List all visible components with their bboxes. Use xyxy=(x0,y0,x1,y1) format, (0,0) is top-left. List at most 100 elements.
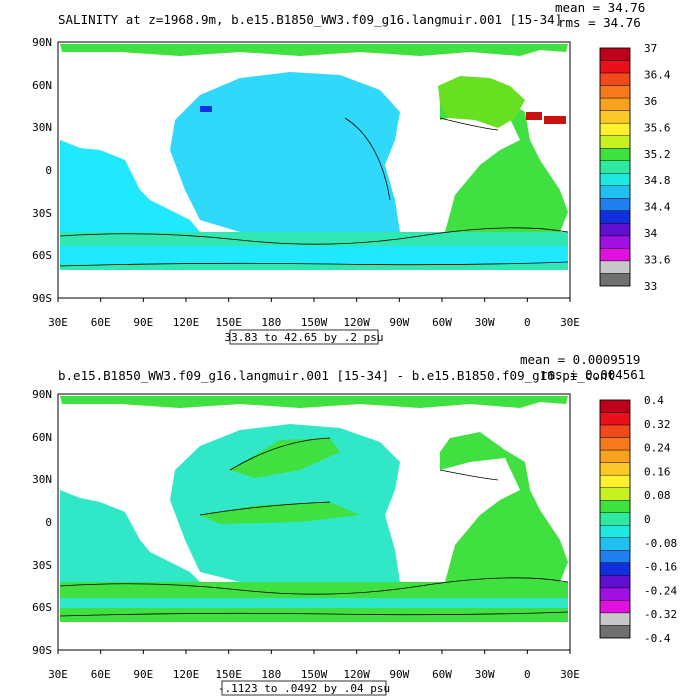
colorbar-swatch xyxy=(599,248,631,262)
marginal-sea-spot xyxy=(200,106,212,112)
range-box: -.1123 to .0492 by .04 psu xyxy=(218,680,390,696)
colorbar-swatch xyxy=(599,110,631,124)
colorbar-swatch xyxy=(599,462,631,476)
colorbar-swatch xyxy=(599,235,631,249)
x-tick-label: 90W xyxy=(389,668,409,681)
atlantic-ocean xyxy=(440,432,568,582)
y-tick-label: 90N xyxy=(32,36,52,49)
colorbar-swatch xyxy=(599,60,631,74)
colorbar-swatch xyxy=(599,437,631,451)
contour-line xyxy=(59,117,569,267)
colorbar-label: 37 xyxy=(644,42,657,55)
colorbar-swatch xyxy=(599,185,631,199)
colorbar-label: 34 xyxy=(644,227,658,240)
range-box: 33.83 to 42.65 by .2 psu xyxy=(225,329,384,345)
x-tick-label: 30E xyxy=(560,668,580,681)
colorbar-swatch xyxy=(599,550,631,564)
x-tick-label: 180 xyxy=(261,316,281,329)
indian-ocean xyxy=(60,140,200,232)
colorbar-swatch xyxy=(599,160,631,174)
colorbar-swatch xyxy=(599,148,631,161)
map-area xyxy=(57,41,571,299)
colorbar-swatch xyxy=(599,474,631,488)
mediterranean-outflow xyxy=(526,112,542,120)
colorbar-swatch xyxy=(599,562,631,576)
mean-label: mean = 0.0009519 xyxy=(520,352,640,367)
colorbar-swatch xyxy=(599,525,631,538)
colorbar-label: -0.16 xyxy=(644,561,677,574)
x-tick-label: 90E xyxy=(133,316,153,329)
colorbar-label: -0.4 xyxy=(644,632,671,645)
difference-map-panel: b.e15.B1850_WW3.f09_g16.langmuir.001 [15… xyxy=(32,352,677,696)
x-tick-label: 150W xyxy=(301,668,328,681)
colorbar-label: 36.4 xyxy=(644,68,671,81)
x-tick-label: 0 xyxy=(524,668,531,681)
contour-line xyxy=(59,437,569,617)
x-tick-label: 120W xyxy=(343,316,370,329)
colorbar-label: -0.32 xyxy=(644,608,677,621)
colorbar-swatch xyxy=(599,500,631,513)
x-tick-label: 30W xyxy=(475,668,495,681)
colorbar-swatch xyxy=(599,223,631,237)
colorbar-label: 0 xyxy=(644,513,651,526)
map-area xyxy=(57,393,571,651)
southern-ocean-band xyxy=(60,246,568,264)
arctic-ocean xyxy=(60,44,568,56)
colorbar-label: 34.4 xyxy=(644,201,671,214)
y-tick-label: 60S xyxy=(32,601,52,614)
colorbar-label: 0.4 xyxy=(644,394,664,407)
colorbar-label: 35.2 xyxy=(644,148,671,161)
x-tick-label: 120W xyxy=(343,668,370,681)
panel-title: b.e15.B1850_WW3.f09_g16.langmuir.001 [15… xyxy=(58,368,615,383)
colorbar-swatch xyxy=(599,210,631,224)
colorbar-label: 0.24 xyxy=(644,442,671,455)
x-tick-label: 30E xyxy=(560,316,580,329)
y-tick-label: 60N xyxy=(32,431,52,444)
colorbar-swatch xyxy=(599,449,631,463)
southern-ocean-band xyxy=(60,598,568,608)
x-tick-label: 0 xyxy=(524,316,531,329)
y-tick-label: 60S xyxy=(32,249,52,262)
y-tick-label: 0 xyxy=(45,516,52,529)
colorbar-swatch xyxy=(599,273,631,287)
x-tick-label: 90E xyxy=(133,668,153,681)
colorbar-swatch xyxy=(599,122,631,136)
colorbar-swatch xyxy=(599,198,631,212)
red-sea-outflow xyxy=(544,116,566,124)
x-tick-label: 90W xyxy=(389,316,409,329)
y-tick-label: 0 xyxy=(45,164,52,177)
y-tick-label: 60N xyxy=(32,79,52,92)
range-label: 33.83 to 42.65 by .2 psu xyxy=(225,331,384,344)
colorbar-label: 34.8 xyxy=(644,174,671,187)
colorbar-swatch xyxy=(599,625,631,639)
x-tick-label: 150W xyxy=(301,316,328,329)
colorbar-frame xyxy=(599,47,631,287)
pacific-ocean xyxy=(170,72,400,232)
colorbar-frame xyxy=(599,399,631,639)
y-tick-label: 90S xyxy=(32,644,52,657)
x-axis: 30E 60E 90E 120E 150E 180 150W 120W 90W 60W 30W 0 30… xyxy=(48,650,580,681)
rms-label: rms = 0.004561 xyxy=(540,367,645,382)
colorbar-label: -0.08 xyxy=(644,537,677,550)
mean-label: mean = 34.76 xyxy=(555,0,645,15)
colorbar-label: 0.32 xyxy=(644,418,671,431)
y-axis: 90N 60N 30N 0 30S 60S 90S xyxy=(32,36,52,305)
range-label: -.1123 to .0492 by .04 psu xyxy=(218,682,390,695)
colorbar-swatch xyxy=(599,424,631,438)
x-tick-label: 150E xyxy=(215,668,242,681)
colorbar: 37 36.4 36 35.6 35.2 34.8 34.4 34 33.6 33 xyxy=(599,42,671,293)
colorbar-label: 0.16 xyxy=(644,465,671,478)
x-tick-label: 30E xyxy=(48,668,68,681)
colorbar-swatch xyxy=(599,72,631,86)
colorbar-swatch xyxy=(599,399,631,413)
x-tick-label: 120E xyxy=(173,316,200,329)
y-tick-label: 30N xyxy=(32,473,52,486)
salinity-map-panel: SALINITY at z=1968.9m, b.e15.B1850_WW3.f… xyxy=(32,0,671,345)
x-tick-label: 30W xyxy=(475,316,495,329)
indian-ocean xyxy=(60,490,200,582)
y-axis: 90N 60N 30N 0 30S 60S 90S xyxy=(32,388,52,657)
atlantic-ocean xyxy=(440,80,568,232)
colorbar-swatch xyxy=(599,575,631,589)
arctic-ocean xyxy=(60,396,568,408)
